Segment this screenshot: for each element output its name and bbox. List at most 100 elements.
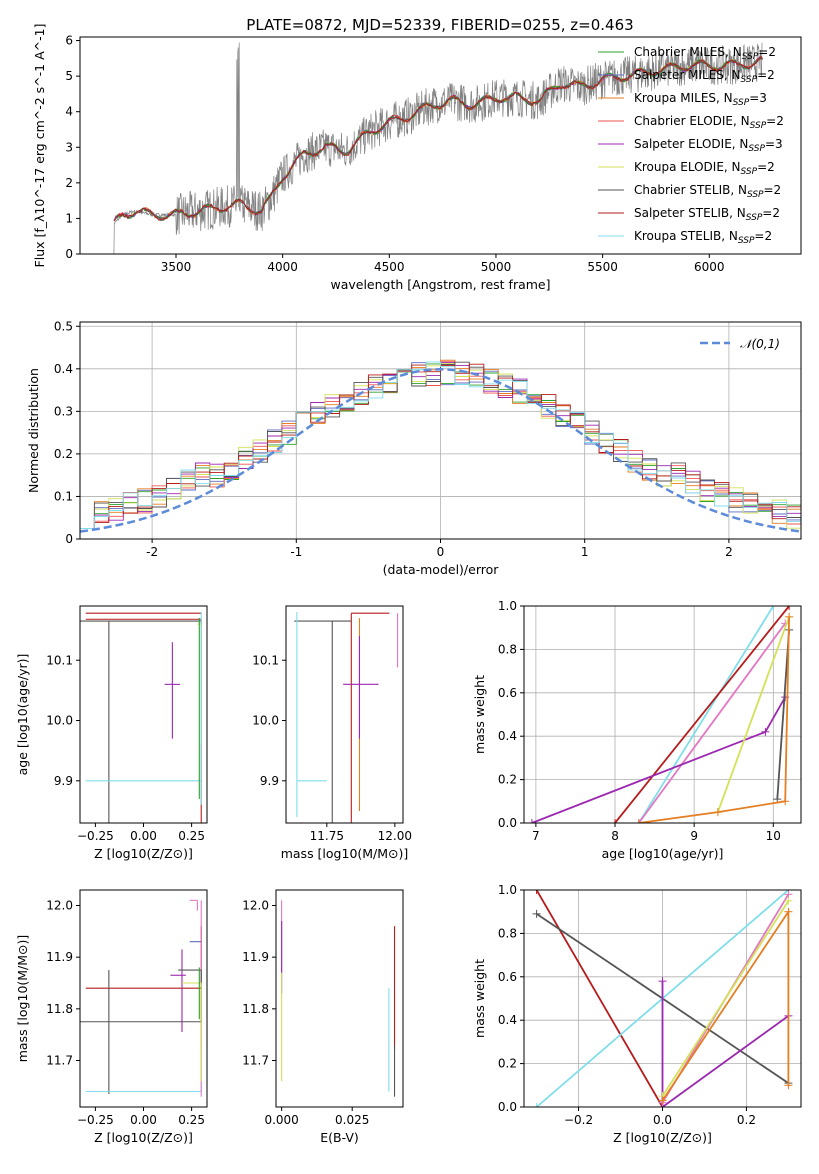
x-tick-label: 7 xyxy=(532,829,540,843)
legend-entry: Kroupa ELODIE, NSSP=2 xyxy=(634,160,775,177)
y-tick-label: 0 xyxy=(65,247,73,261)
y-tick-label: 0.4 xyxy=(498,729,517,743)
x-tick-label: 9 xyxy=(690,829,698,843)
y-axis-label: mass weight xyxy=(472,959,487,1038)
legend-suffix: =3 xyxy=(765,137,783,151)
legend-subscript: SSP xyxy=(733,98,750,108)
x-axis-label: wavelength [Angstrom, rest frame] xyxy=(330,277,550,292)
x-tick-label: 0.0 xyxy=(653,1113,672,1127)
y-tick-label: 0.8 xyxy=(498,642,517,656)
axes-frame xyxy=(79,36,802,255)
residual-histogram xyxy=(80,361,801,529)
y-tick-label: 4 xyxy=(65,105,73,119)
gaussian-curve xyxy=(80,368,801,533)
legend-entry: Chabrier ELODIE, NSSP=2 xyxy=(634,114,784,131)
weight-line xyxy=(661,981,789,1107)
plot-area xyxy=(532,890,793,1107)
y-axis-label: Normed distribution xyxy=(26,368,41,493)
x-tick-label: 12.00 xyxy=(378,829,412,843)
y-tick-label: 10.0 xyxy=(252,714,279,728)
y-tick-label: 12.0 xyxy=(242,899,269,913)
x-axis-label: Z [log10(Z/Z⊙)] xyxy=(94,1130,193,1145)
legend-subscript: SSP xyxy=(738,236,755,246)
y-tick-label: 0.4 xyxy=(498,1013,517,1027)
legend: Chabrier MILES, NSSP=2 Salpeter MILES, NS… xyxy=(598,45,784,246)
figure-title: PLATE=0872, MJD=52339, FIBERID=0255, z=0… xyxy=(246,16,633,34)
legend-suffix: =2 xyxy=(762,206,780,220)
y-axis-label: mass [log10(M/M⊙)] xyxy=(15,935,30,1063)
y-tick-label: 9.9 xyxy=(260,774,279,788)
y-tick-label: 11.8 xyxy=(242,1002,269,1016)
x-tick-label: 0.25 xyxy=(178,1113,205,1127)
x-axis-label: E(B-V) xyxy=(320,1130,359,1145)
y-tick-label: 0.5 xyxy=(54,319,73,333)
x-tick-label: 0.2 xyxy=(737,1113,756,1127)
weight-line xyxy=(531,696,786,823)
y-tick-label: 0.2 xyxy=(498,1057,517,1071)
weight-vs-metallicity-panel: −0.2 0.0 0.2 0.0 0.2 0.4 0.6 0.8 1.0 Z [log10(Z/Z… xyxy=(472,883,802,1145)
y-tick-label: 2 xyxy=(65,176,73,190)
residual-histogram xyxy=(80,361,801,529)
y-tick-label: 10.1 xyxy=(46,653,73,667)
axes-frame xyxy=(79,889,208,1108)
x-tick-label: 0.00 xyxy=(130,829,157,843)
y-tick-label: 11.7 xyxy=(46,1054,73,1068)
weight-line xyxy=(717,616,790,813)
legend-entry: Kroupa MILES, NSSP=3 xyxy=(634,91,767,108)
plot-area xyxy=(80,899,202,1097)
legend-entry: Chabrier STELIB, NSSP=2 xyxy=(634,183,781,200)
y-axis-label: age [log10(age/yr)] xyxy=(15,654,30,776)
plot-area xyxy=(281,900,396,1097)
weight-line xyxy=(638,606,775,823)
plot-area xyxy=(527,606,794,823)
x-axis-label: mass [log10(M/M⊙)] xyxy=(281,846,409,861)
axes-frame xyxy=(523,605,802,824)
weight-line xyxy=(614,606,790,823)
y-tick-label: 0.8 xyxy=(498,926,517,940)
y-tick-label: 0.0 xyxy=(498,1100,517,1114)
y-tick-label: 12.0 xyxy=(46,899,73,913)
x-tick-label: 2 xyxy=(725,545,733,559)
x-tick-label: 0 xyxy=(437,545,445,559)
axes-frame xyxy=(285,605,404,824)
legend-suffix: =2 xyxy=(766,114,784,128)
x-axis-label: (data-model)/error xyxy=(383,562,500,577)
x-axis-label: Z [log10(Z/Z⊙)] xyxy=(94,846,193,861)
spectrum-panel: 3500 4000 4500 5000 5500 6000 0 1 2 3 4 5 6 wavelengt… xyxy=(32,24,802,292)
weight-line xyxy=(638,616,790,823)
y-tick-label: 0.0 xyxy=(498,816,517,830)
plot-area xyxy=(80,359,801,533)
y-tick-label: 5 xyxy=(65,69,73,83)
x-tick-label: 0.000 xyxy=(264,1113,298,1127)
x-tick-label: 0.00 xyxy=(130,1113,157,1127)
data-spectrum xyxy=(112,42,763,254)
x-tick-label: 10 xyxy=(766,829,781,843)
model-spectrum xyxy=(113,55,763,222)
y-tick-label: 10.1 xyxy=(252,653,279,667)
legend-suffix: =2 xyxy=(764,183,782,197)
legend-suffix: =2 xyxy=(757,160,775,174)
y-axis-label: Flux [f_λ10^-17 erg cm^-2 s^-1 A^-1] xyxy=(32,24,47,268)
y-tick-label: 0.4 xyxy=(54,362,73,376)
mass-vs-ebv-panel: 0.000 0.025 11.7 11.8 11.9 12.0 E(B-V) xyxy=(242,889,404,1145)
x-tick-label: −0.25 xyxy=(77,829,114,843)
x-tick-label: -1 xyxy=(290,545,302,559)
legend-subscript: SSP xyxy=(746,213,763,223)
legend-subscript: SSP xyxy=(741,167,758,177)
weight-vs-age-panel: 7 8 9 10 0.0 0.2 0.4 0.6 0.8 1.0 age [log10(age/yr… xyxy=(472,599,802,861)
model-spectrum xyxy=(113,56,763,222)
y-tick-label: 11.7 xyxy=(242,1054,269,1068)
x-axis-label: Z [log10(Z/Z⊙)] xyxy=(613,1130,712,1145)
x-tick-label: 8 xyxy=(611,829,619,843)
plot-area xyxy=(112,42,763,254)
x-tick-label: 3500 xyxy=(161,260,192,274)
axes-frame xyxy=(523,889,802,1108)
x-tick-label: −0.25 xyxy=(77,1113,114,1127)
y-axis-label: mass weight xyxy=(472,675,487,754)
y-tick-label: 6 xyxy=(65,34,73,48)
weight-line xyxy=(776,629,790,800)
x-tick-label: 1 xyxy=(581,545,589,559)
weight-line xyxy=(638,622,786,823)
y-tick-label: 0.6 xyxy=(498,970,517,984)
